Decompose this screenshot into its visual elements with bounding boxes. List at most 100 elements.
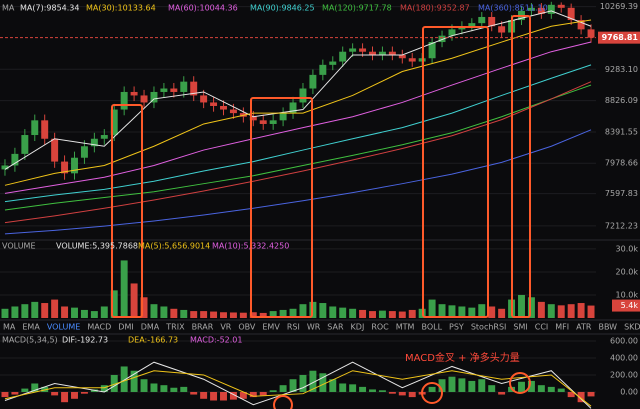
toolbar-item[interactable]: WR bbox=[307, 323, 321, 332]
candle-body bbox=[110, 109, 118, 136]
candle-body bbox=[468, 23, 476, 27]
ma-line bbox=[4, 84, 592, 211]
toolbar-item[interactable]: MFI bbox=[555, 323, 569, 332]
toolbar-item[interactable]: ATR bbox=[576, 323, 592, 332]
volume-bar bbox=[359, 309, 367, 318]
toolbar-item[interactable]: VOLUME bbox=[47, 323, 81, 332]
toolbar-item[interactable]: EMV bbox=[262, 323, 280, 332]
volume-bar bbox=[438, 304, 446, 318]
toolbar-item[interactable]: PSY bbox=[449, 323, 464, 332]
volume-bar bbox=[468, 307, 476, 318]
toolbar-item[interactable]: MACD bbox=[87, 323, 111, 332]
volume-bar bbox=[160, 306, 168, 318]
macd-bar bbox=[170, 387, 178, 392]
toolbar-item[interactable]: DMA bbox=[141, 323, 160, 332]
ma-line bbox=[4, 81, 592, 224]
candle-body bbox=[229, 109, 237, 114]
candle-body bbox=[299, 88, 307, 103]
toolbar-item[interactable]: CCI bbox=[535, 323, 549, 332]
macd-bar bbox=[120, 366, 128, 392]
volume-bar bbox=[31, 301, 39, 318]
volume-bar bbox=[279, 309, 287, 318]
toolbar-item[interactable]: SKDJ bbox=[624, 323, 640, 332]
toolbar-item[interactable]: VR bbox=[220, 323, 231, 332]
macd-bar bbox=[478, 379, 486, 392]
toolbar-item[interactable]: StochRSI bbox=[471, 323, 507, 332]
macd-bar bbox=[408, 391, 416, 398]
candle-body bbox=[200, 95, 208, 103]
last-price-label: 9768.81 bbox=[602, 33, 639, 42]
candle-body bbox=[130, 91, 138, 96]
candle-body bbox=[567, 7, 575, 21]
marks bbox=[0, 1, 596, 409]
macd-bar bbox=[577, 391, 585, 403]
legend-entry: MA(30):10133.64 bbox=[86, 4, 156, 13]
candle-body bbox=[41, 120, 49, 139]
legend-entry: MA(180):9352.87 bbox=[400, 4, 470, 13]
toolbar-item[interactable]: ROC bbox=[371, 323, 389, 332]
macd-bar bbox=[537, 385, 545, 392]
toolbar-item[interactable]: SMI bbox=[513, 323, 527, 332]
last-price-tag bbox=[598, 31, 640, 44]
legend-entry: MA(7):9854.34 bbox=[20, 4, 79, 13]
candle-body bbox=[319, 64, 327, 75]
annotation: MACD金叉 + 净多头力量 bbox=[405, 351, 520, 364]
macd-bar bbox=[51, 391, 59, 396]
y-tick-label: 9283.10 bbox=[605, 65, 638, 74]
volume-bar bbox=[210, 311, 218, 318]
toolbar-item[interactable]: DMI bbox=[118, 323, 133, 332]
candle-body bbox=[71, 157, 78, 174]
toolbar-item[interactable]: MTM bbox=[396, 323, 415, 332]
legend-entry: VOLUME:5,395.7868 bbox=[56, 242, 138, 251]
volume-bar bbox=[190, 311, 198, 318]
candle-body bbox=[498, 26, 506, 33]
y-tick-label: 7212.23 bbox=[605, 221, 638, 230]
candle-body bbox=[557, 4, 565, 8]
candle-body bbox=[80, 146, 88, 158]
toolbar-item[interactable]: SAR bbox=[327, 323, 344, 332]
macd-bar bbox=[359, 386, 367, 392]
toolbar-item[interactable]: OBV bbox=[238, 323, 256, 332]
candle-body bbox=[100, 135, 108, 139]
volume-bar bbox=[567, 304, 575, 318]
candle-body bbox=[428, 42, 436, 59]
volume-bar bbox=[448, 305, 456, 318]
macd-bar bbox=[279, 385, 287, 392]
toolbar-item[interactable]: TRIX bbox=[165, 323, 185, 332]
macd-bar bbox=[21, 388, 29, 392]
toolbar-item[interactable]: MA bbox=[3, 323, 16, 332]
toolbar-item[interactable]: BRAR bbox=[192, 323, 214, 332]
macd-bar bbox=[150, 383, 158, 392]
candle-body bbox=[398, 54, 406, 59]
macd-bar bbox=[249, 391, 257, 398]
y-tick-label: 200.00 bbox=[610, 370, 638, 379]
legend-entry: MA(90):9846.25 bbox=[250, 4, 315, 13]
volume-bar bbox=[329, 306, 337, 318]
candle-body bbox=[210, 102, 218, 106]
macd-bar bbox=[518, 381, 525, 392]
candle-body bbox=[249, 116, 257, 121]
legend-entry: MA(5):5,656.9014 bbox=[138, 242, 210, 251]
macd-bar bbox=[458, 378, 466, 392]
y-tick-label: 0.00 bbox=[620, 387, 638, 396]
volume-bar bbox=[80, 309, 88, 318]
candle-body bbox=[329, 61, 337, 65]
toolbar-item[interactable]: EMA bbox=[22, 323, 40, 332]
volume-bar bbox=[488, 306, 496, 318]
highlights bbox=[111, 15, 531, 409]
macd-bar bbox=[349, 384, 357, 392]
macd-bar bbox=[468, 380, 476, 392]
toolbar-item[interactable]: BOLL bbox=[421, 323, 442, 332]
candle-body bbox=[61, 161, 69, 174]
macd-bar bbox=[200, 391, 208, 399]
macd-bar bbox=[110, 374, 118, 392]
volume-bar bbox=[527, 297, 535, 318]
toolbar-item[interactable]: KDJ bbox=[351, 323, 365, 332]
candle-body bbox=[160, 88, 168, 92]
toolbar-item[interactable]: RSI bbox=[287, 323, 300, 332]
y-tick-label: 8391.55 bbox=[605, 127, 638, 136]
volume-bar bbox=[339, 307, 347, 318]
macd-bar bbox=[488, 385, 496, 392]
toolbar-item[interactable]: BBW bbox=[598, 323, 617, 332]
candle-body bbox=[51, 138, 59, 162]
